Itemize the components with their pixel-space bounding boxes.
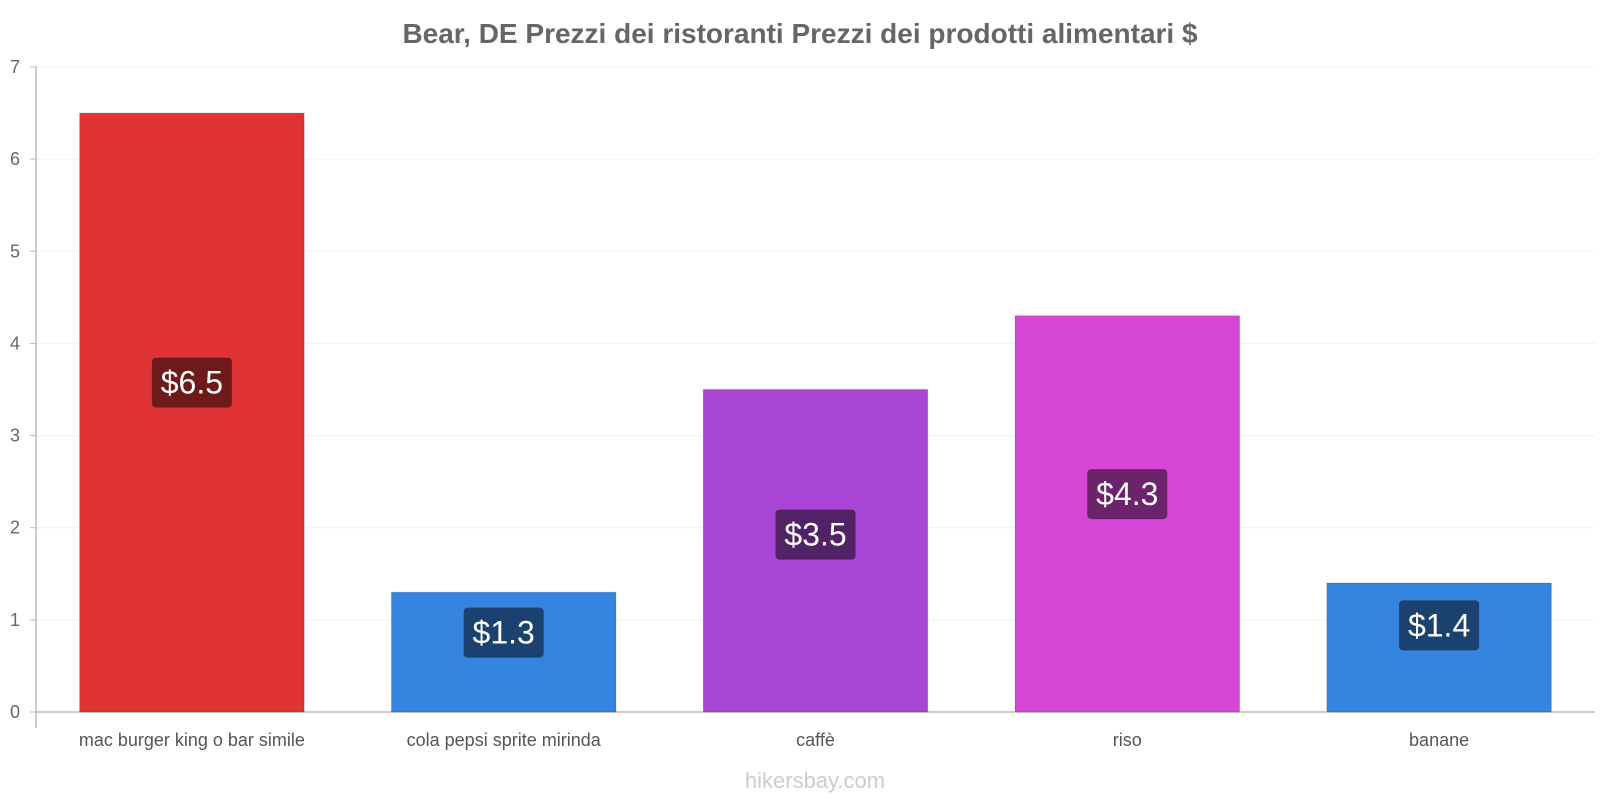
data-label: $3.5 bbox=[784, 517, 846, 553]
data-label-background bbox=[1087, 469, 1168, 520]
bar bbox=[79, 112, 305, 713]
y-tick-label: 6 bbox=[10, 149, 20, 169]
bars bbox=[79, 112, 1552, 713]
x-tick-label: mac burger king o bar simile bbox=[79, 730, 305, 750]
data-label-background bbox=[775, 509, 856, 560]
y-tick-label: 4 bbox=[10, 333, 20, 353]
y-tick-label: 1 bbox=[10, 610, 20, 630]
y-tick-label: 2 bbox=[10, 518, 20, 538]
data-label: $1.4 bbox=[1408, 607, 1470, 643]
y-tick-label: 0 bbox=[10, 702, 20, 722]
y-tick-label: 5 bbox=[10, 241, 20, 261]
data-label: $4.3 bbox=[1096, 476, 1158, 512]
data-label-background bbox=[463, 607, 544, 658]
chart-title: Bear, DE Prezzi dei ristoranti Prezzi de… bbox=[402, 18, 1198, 49]
y-tick-labels: 0 1 2 3 4 5 6 7 bbox=[10, 57, 20, 722]
data-label: $1.3 bbox=[473, 615, 535, 651]
data-label-background bbox=[151, 357, 232, 408]
y-tick-label: 7 bbox=[10, 57, 20, 77]
x-tick-label: riso bbox=[1113, 730, 1142, 750]
x-tick-label: caffè bbox=[796, 730, 835, 750]
data-label: $6.5 bbox=[161, 365, 223, 401]
y-tick-label: 3 bbox=[10, 426, 20, 446]
data-label-background bbox=[1399, 600, 1480, 651]
x-tick-label: cola pepsi sprite mirinda bbox=[407, 730, 602, 750]
footer-watermark: hikersbay.com bbox=[745, 768, 885, 793]
x-tick-label: banane bbox=[1409, 730, 1469, 750]
data-labels: $6.5 $1.3 $3.5 $4.3 $1.4 bbox=[151, 357, 1480, 658]
x-tick-labels: mac burger king o bar simile cola pepsi s… bbox=[79, 730, 1469, 750]
